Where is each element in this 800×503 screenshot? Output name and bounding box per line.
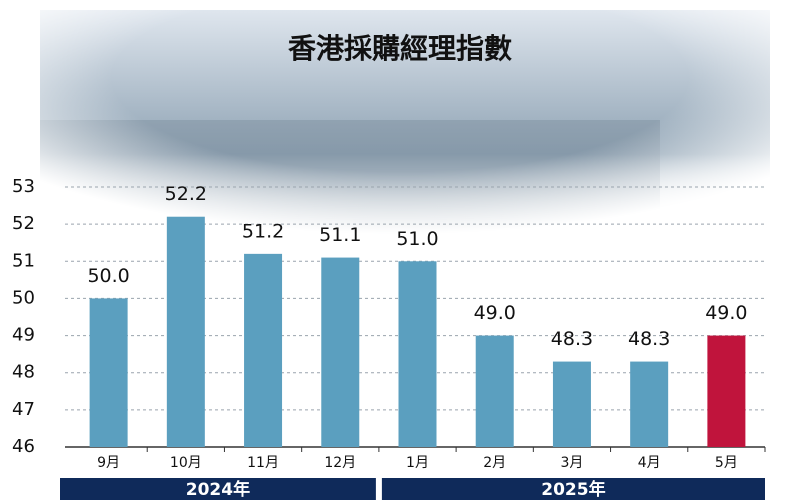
x-tick-label: 10月 [170,455,202,471]
y-tick-label: 53 [12,176,35,197]
bar [552,361,591,447]
year-label: 2024年 [186,479,250,500]
y-tick-label: 48 [12,362,35,383]
x-tick-label: 12月 [324,455,356,471]
chart-title: 香港採購經理指數 [288,32,512,65]
bar [398,261,437,447]
photo-fade [0,0,800,260]
y-tick-label: 52 [12,213,35,234]
x-tick-label: 4月 [638,455,661,471]
value-label: 48.3 [628,328,670,350]
y-tick-label: 46 [12,436,35,457]
x-tick-label: 5月 [715,455,738,471]
value-label: 51.1 [319,224,361,246]
y-tick-label: 49 [12,325,35,346]
y-tick-label: 50 [12,287,35,308]
bar [707,335,746,447]
x-tick-label: 2月 [483,455,506,471]
bar [244,253,283,447]
value-label: 49.0 [474,302,516,324]
year-band [60,478,376,500]
bar [89,298,128,447]
x-tick-label: 11月 [247,455,279,471]
year-band [381,478,765,500]
value-label: 52.2 [165,183,207,205]
value-label: 51.2 [242,220,284,242]
value-label: 50.0 [87,265,129,287]
bar [475,335,514,447]
y-tick-label: 51 [12,250,35,271]
x-tick-label: 1月 [406,455,429,471]
value-label: 51.0 [396,228,438,250]
y-tick-label: 47 [12,399,35,420]
x-tick-label: 9月 [97,455,120,471]
year-label: 2025年 [541,479,605,500]
value-label: 49.0 [705,302,747,324]
value-label: 48.3 [551,328,593,350]
bar [166,216,205,447]
bar [630,361,669,447]
bar [321,257,360,447]
x-tick-label: 3月 [560,455,583,471]
